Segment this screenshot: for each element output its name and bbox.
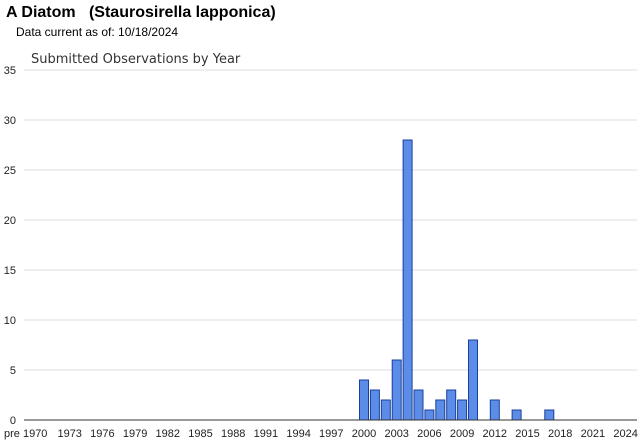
y-tick-label: 10 <box>4 315 16 327</box>
x-tick-label: 2024 <box>613 428 637 440</box>
x-axis-ticks: pre 1970 1973 1976 1979 1982 1985 1988 1991 1994… <box>4 428 638 440</box>
x-tick-label: 2021 <box>581 428 605 440</box>
data-current-date: Data current as of: 10/18/2024 <box>16 25 179 39</box>
y-axis-ticks: 0 5 10 15 20 25 30 35 <box>4 65 16 427</box>
y-tick-label: 35 <box>4 65 16 77</box>
x-tick-label: 1979 <box>123 428 147 440</box>
x-tick-label: 1976 <box>90 428 114 440</box>
y-tick-label: 0 <box>10 415 16 427</box>
bar-2017 <box>544 409 555 421</box>
x-tick-label: 2006 <box>417 428 441 440</box>
x-tick-label: 1982 <box>156 428 180 440</box>
x-tick-label: 2009 <box>450 428 474 440</box>
x-tick-label: 2012 <box>483 428 507 440</box>
y-tick-label: 25 <box>4 165 16 177</box>
x-tick-label: 1991 <box>254 428 278 440</box>
bar-2008 <box>446 389 457 421</box>
y-tick-label: 5 <box>10 365 16 377</box>
x-tick-label: 1973 <box>57 428 81 440</box>
bar-2002 <box>380 399 391 421</box>
x-tick-label: 2015 <box>515 428 539 440</box>
x-tick-label: 1994 <box>286 428 310 440</box>
x-tick-label: 2003 <box>384 428 408 440</box>
bar-2006 <box>424 409 435 421</box>
bar-2005 <box>413 389 424 421</box>
bar-2012 <box>489 399 500 421</box>
x-tick-label: 1985 <box>188 428 212 440</box>
bar-2000 <box>359 379 369 421</box>
chart-title: Submitted Observations by Year <box>31 52 241 67</box>
page-title: A Diatom (Staurosirella lapponica) <box>6 4 276 21</box>
bar-2009 <box>457 399 468 421</box>
bar-2003 <box>391 359 402 421</box>
x-tick-label: 2018 <box>548 428 572 440</box>
bar-2007 <box>435 399 446 421</box>
grid-lines <box>24 69 637 371</box>
bar-2010 <box>468 339 478 421</box>
y-tick-label: 20 <box>4 215 16 227</box>
y-tick-label: 30 <box>4 115 16 127</box>
y-tick-label: 15 <box>4 265 16 277</box>
x-tick-label: 1997 <box>319 428 343 440</box>
x-tick-label: 1988 <box>221 428 245 440</box>
bar-2004 <box>402 139 413 421</box>
bar-2014 <box>511 409 522 421</box>
bar-series <box>359 139 555 421</box>
x-tick-label: 2000 <box>352 428 376 440</box>
bar-2001 <box>369 389 380 421</box>
x-tick-label: pre 1970 <box>4 428 47 440</box>
